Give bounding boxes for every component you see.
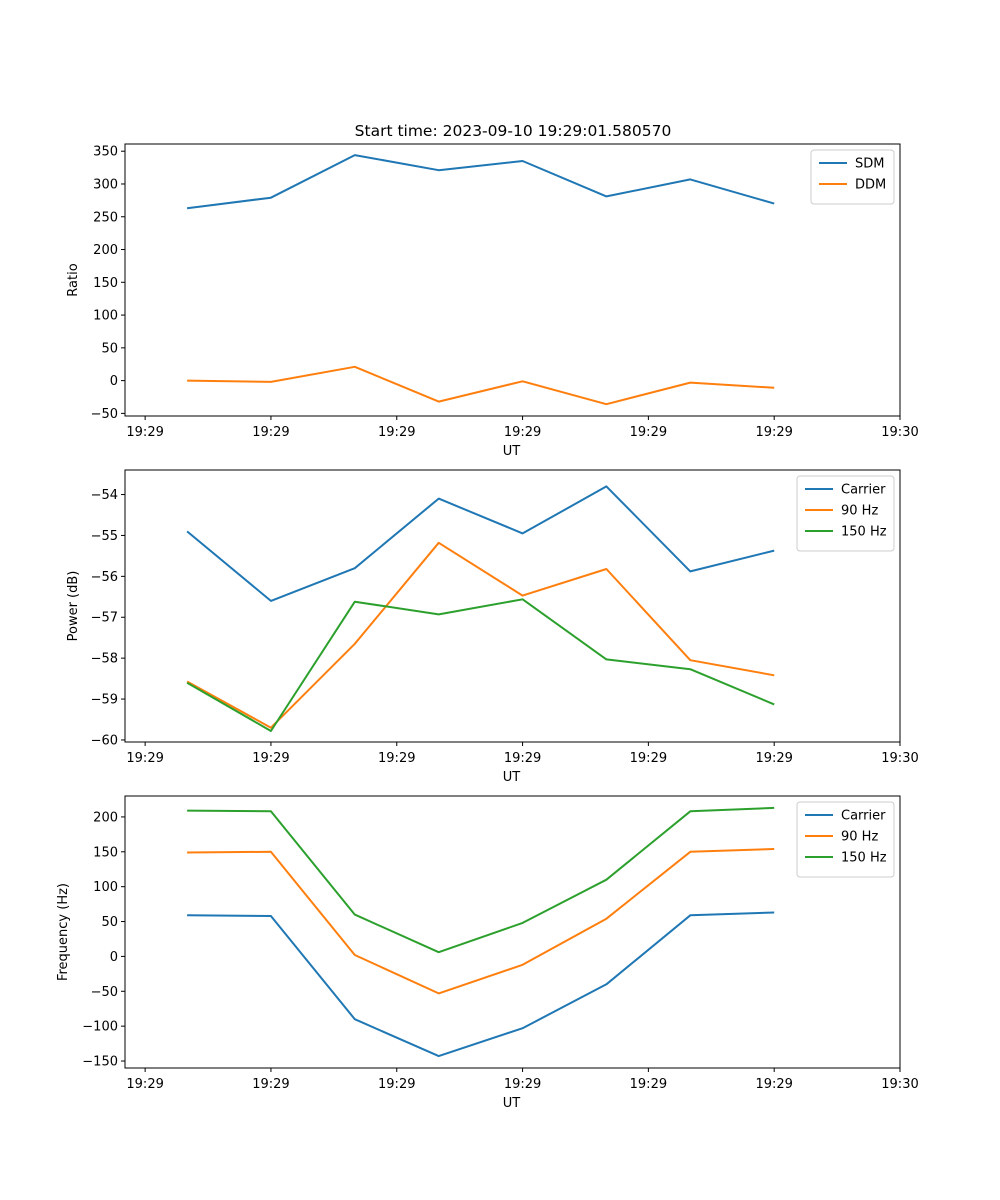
y-tick-label: 100 (93, 880, 118, 895)
x-axis-label: UT (503, 444, 521, 459)
series-line-90-hz (186, 541, 775, 729)
axes-frame (124, 795, 901, 1069)
subplot-1: −50 0 50 100 150 200 250 300 350 19:29 19:29 19:29 1… (66, 143, 919, 459)
y-tick-label: 0 (110, 950, 118, 965)
y-tick-label: 50 (101, 915, 118, 930)
series-line-ddm (187, 365, 775, 406)
y-tick-label: 300 (93, 177, 118, 192)
legend-box (796, 801, 895, 878)
series-line-150-hz (186, 598, 775, 732)
y-tick-label: −60 (91, 733, 118, 748)
legend-label-90-hz: 90 Hz (841, 830, 878, 845)
x-tick-label: 19:29 (504, 751, 541, 766)
x-tick-label: 19:30 (881, 751, 918, 766)
x-tick-label: 19:29 (378, 751, 415, 766)
x-tick-label: 19:29 (630, 1077, 667, 1092)
y-tick-label: 150 (93, 276, 118, 291)
x-tick-label: 19:29 (252, 425, 289, 440)
subplot-3: −150 −100 −50 0 50 100 150 200 19:29 19:29 19:29 19… (56, 795, 919, 1111)
x-tick-label: 19:29 (126, 425, 163, 440)
y-tick-label: −50 (91, 985, 118, 1000)
y-tick-label: 200 (93, 810, 118, 825)
x-tick-label: 19:30 (881, 1077, 918, 1092)
axes-frame (124, 143, 901, 417)
x-axis-label: UT (503, 1096, 521, 1111)
x-tick-label: 19:29 (755, 751, 792, 766)
y-tick-label: 100 (93, 309, 118, 324)
x-tick-label: 19:29 (378, 1077, 415, 1092)
x-tick-label: 19:29 (126, 1077, 163, 1092)
legend: Carrier 90 Hz 150 Hz (796, 801, 895, 878)
y-tick-label: −55 (91, 529, 118, 544)
x-tick-label: 19:29 (126, 751, 163, 766)
y-axis-label: Ratio (66, 263, 81, 296)
y-tick-label: −54 (91, 488, 118, 503)
x-tick-label: 19:29 (755, 1077, 792, 1092)
legend-label-sdm: SDM (855, 157, 884, 172)
x-tick-label: 19:29 (630, 751, 667, 766)
legend-label-150-hz: 150 Hz (841, 525, 887, 540)
legend-label-ddm: DDM (855, 178, 886, 193)
figure-title: Start time: 2023-09-10 19:29:01.580570 (355, 122, 672, 140)
y-tick-label: 0 (110, 374, 118, 389)
x-tick-label: 19:29 (252, 1077, 289, 1092)
subplots: −50 0 50 100 150 200 250 300 350 19:29 19:29 19:29 1… (56, 143, 919, 1111)
subplot-2: −60 −59 −58 −57 −56 −55 −54 19:29 19:29 19:29 19:2… (66, 469, 919, 785)
y-tick-label: 350 (93, 145, 118, 160)
x-tick-label: 19:29 (755, 425, 792, 440)
x-tick-label: 19:29 (630, 425, 667, 440)
y-tick-label: 200 (93, 243, 118, 258)
y-tick-label: −58 (91, 652, 118, 667)
x-tick-label: 19:30 (881, 425, 918, 440)
y-tick-label: −50 (91, 407, 118, 422)
legend: SDM DDM (810, 149, 895, 205)
y-tick-label: −57 (91, 611, 118, 626)
x-tick-label: 19:29 (378, 425, 415, 440)
series-line-90-hz (187, 848, 775, 995)
legend-label-90-hz: 90 Hz (841, 504, 878, 519)
x-tick-label: 19:29 (252, 751, 289, 766)
axes-frame (124, 469, 901, 743)
series-line-carrier (187, 911, 775, 1058)
series-line-150-hz (187, 806, 775, 954)
y-tick-label: 150 (93, 845, 118, 860)
legend: Carrier 90 Hz 150 Hz (796, 475, 895, 552)
y-axis-label: Frequency (Hz) (56, 883, 71, 981)
legend-label-150-hz: 150 Hz (841, 851, 887, 866)
y-tick-label: 50 (101, 341, 118, 356)
series-line-carrier (186, 485, 775, 602)
y-axis-label: Power (dB) (66, 571, 81, 642)
legend-label-carrier: Carrier (841, 483, 886, 498)
legend-box (796, 475, 895, 552)
legend-label-carrier: Carrier (841, 809, 886, 824)
x-tick-label: 19:29 (504, 1077, 541, 1092)
y-tick-label: −100 (82, 1020, 118, 1035)
y-tick-label: −56 (91, 570, 118, 585)
y-tick-label: −59 (91, 693, 118, 708)
y-tick-label: 250 (93, 210, 118, 225)
x-axis-label: UT (503, 770, 521, 785)
y-tick-label: −150 (82, 1055, 118, 1070)
x-tick-label: 19:29 (504, 425, 541, 440)
series-line-sdm (186, 154, 775, 210)
